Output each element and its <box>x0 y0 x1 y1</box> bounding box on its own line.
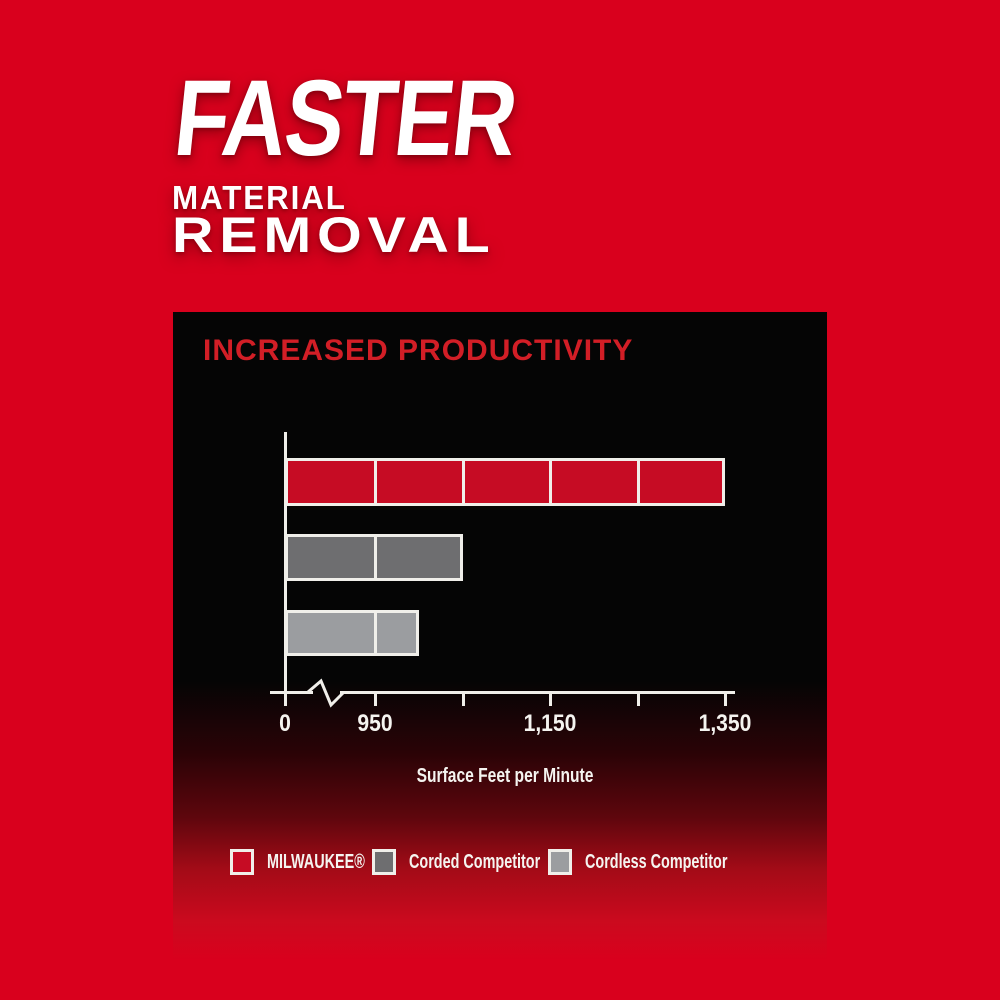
bar-segment-divider <box>374 610 377 656</box>
axis-tick <box>636 694 640 706</box>
axis-tick <box>549 694 552 706</box>
legend-item-corded-competitor: Corded Competitor <box>372 849 591 875</box>
x-axis-line-left <box>270 691 313 694</box>
legend-item-milwaukee: MILWAUKEE® <box>230 849 403 875</box>
legend-swatch-corded-competitor <box>372 849 396 875</box>
legend-swatch-milwaukee <box>230 849 254 875</box>
legend-label-milwaukee: MILWAUKEE® <box>267 850 365 873</box>
axis-break-icon <box>307 678 346 708</box>
headline-material: MATERIAL <box>172 179 347 216</box>
bar-segment-divider <box>461 458 465 506</box>
bar-cordless-competitor <box>285 610 419 656</box>
axis-tick <box>284 694 287 706</box>
bar-segment-divider <box>636 458 640 506</box>
bar-segment-divider <box>374 458 377 506</box>
x-axis-label: Surface Feet per Minute <box>416 765 594 787</box>
x-axis-line-right <box>340 691 735 694</box>
headline-removal: REMOVAL <box>172 207 496 263</box>
chart-panel: INCREASED PRODUCTIVITY 0 950 1,150 1,350 Su… <box>173 312 827 960</box>
bar-chart: 0 950 1,150 1,350 Surface Feet per Minute M… <box>173 312 827 960</box>
bar-segment-divider <box>374 534 377 581</box>
bar-milwaukee <box>285 458 725 506</box>
axis-tick-label: 1,350 <box>698 710 752 737</box>
bar-segment-divider <box>549 458 552 506</box>
legend-label-cordless-competitor: Cordless Competitor <box>585 850 728 873</box>
bar-corded-competitor <box>285 534 463 581</box>
chart-title: INCREASED PRODUCTIVITY <box>203 334 634 367</box>
legend-label-corded-competitor: Corded Competitor <box>409 850 541 873</box>
headline-faster: FASTER <box>169 57 522 178</box>
axis-tick-label: 1,150 <box>523 710 577 737</box>
axis-tick <box>461 694 465 706</box>
axis-tick <box>374 694 377 706</box>
axis-tick <box>724 694 727 706</box>
axis-tick-label: 950 <box>357 710 393 737</box>
legend-item-cordless-competitor: Cordless Competitor <box>548 849 783 875</box>
axis-tick-label: 0 <box>279 710 291 737</box>
legend-swatch-cordless-competitor <box>548 849 572 875</box>
